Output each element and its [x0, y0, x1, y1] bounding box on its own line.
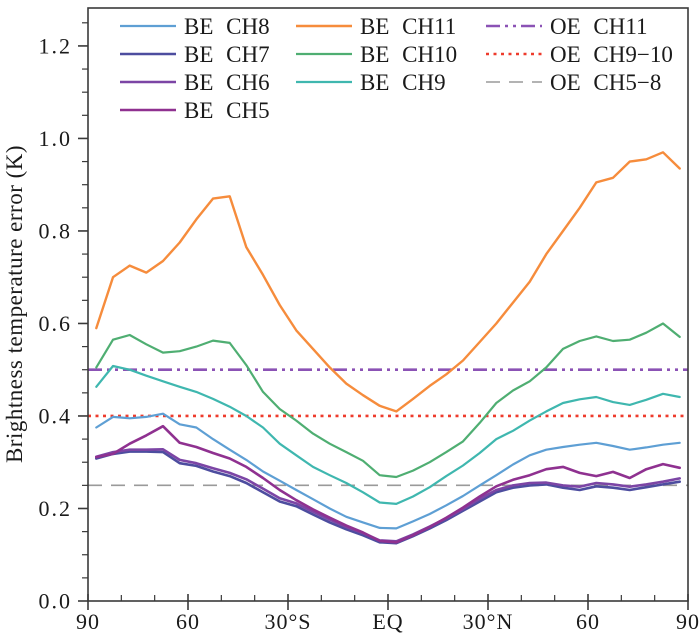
- legend-label: BE CH5: [184, 98, 270, 123]
- legend-item: OE CH5−8: [486, 70, 661, 95]
- legend-label: BE CH11: [360, 14, 456, 39]
- legend-label: BE CH6: [184, 70, 270, 95]
- y-tick-label: 0.6: [39, 311, 73, 336]
- plot-frame: [87, 7, 689, 602]
- legend-item: BE CH7: [120, 42, 270, 67]
- legend-label: BE CH7: [184, 42, 270, 67]
- x-tick-label: 60: [176, 609, 200, 634]
- y-tick-label: 0.2: [39, 496, 73, 521]
- legend-label: OE CH5−8: [550, 70, 661, 95]
- x-tick-label: 90: [676, 609, 700, 634]
- y-tick-label: 0.8: [39, 218, 73, 243]
- series-be-ch7: [95, 450, 682, 545]
- legend-item: BE CH11: [296, 14, 456, 39]
- y-tick-label: 1.0: [39, 126, 73, 151]
- y-axis-title: Brightness temperature error (K): [2, 145, 27, 463]
- legend-item: OE CH11: [486, 14, 648, 39]
- x-tick-label: 90: [76, 609, 100, 634]
- legend-label: BE CH9: [360, 70, 446, 95]
- x-tick-label: EQ: [372, 609, 403, 634]
- x-tick-label: 30°N: [463, 609, 514, 634]
- legend-label: OE CH9−10: [550, 42, 673, 67]
- legend-item: OE CH9−10: [486, 42, 673, 67]
- series-be-ch8: [95, 412, 681, 530]
- y-tick-label: 0.4: [39, 403, 73, 428]
- legend-item: BE CH8: [120, 14, 270, 39]
- legend-item: BE CH6: [120, 70, 270, 95]
- series-be-ch5: [95, 424, 682, 544]
- series-be-ch11: [95, 151, 681, 413]
- series-lines: [95, 151, 682, 545]
- legend-label: BE CH10: [360, 42, 457, 67]
- series-be-ch9: [95, 364, 681, 505]
- y-tick-label: 0.0: [39, 589, 73, 614]
- reference-lines: [88, 368, 688, 487]
- legend-item: BE CH10: [296, 42, 457, 67]
- legend-label: BE CH8: [184, 14, 270, 39]
- y-tick-label: 1.2: [39, 33, 73, 58]
- series-be-ch10: [95, 322, 681, 479]
- legend: BE CH8 BE CH7 BE CH6 BE CH5 BE CH11 BE CH10 BE…: [120, 14, 673, 123]
- legend-item: BE CH9: [296, 70, 446, 95]
- axes: 90 60 30°S EQ 30°N 60 900.00.20.40.60.81.01.2: [39, 7, 700, 634]
- x-tick-label: 60: [576, 609, 600, 634]
- legend-item: BE CH5: [120, 98, 270, 123]
- legend-label: OE CH11: [550, 14, 648, 39]
- x-tick-label: 30°S: [264, 609, 311, 634]
